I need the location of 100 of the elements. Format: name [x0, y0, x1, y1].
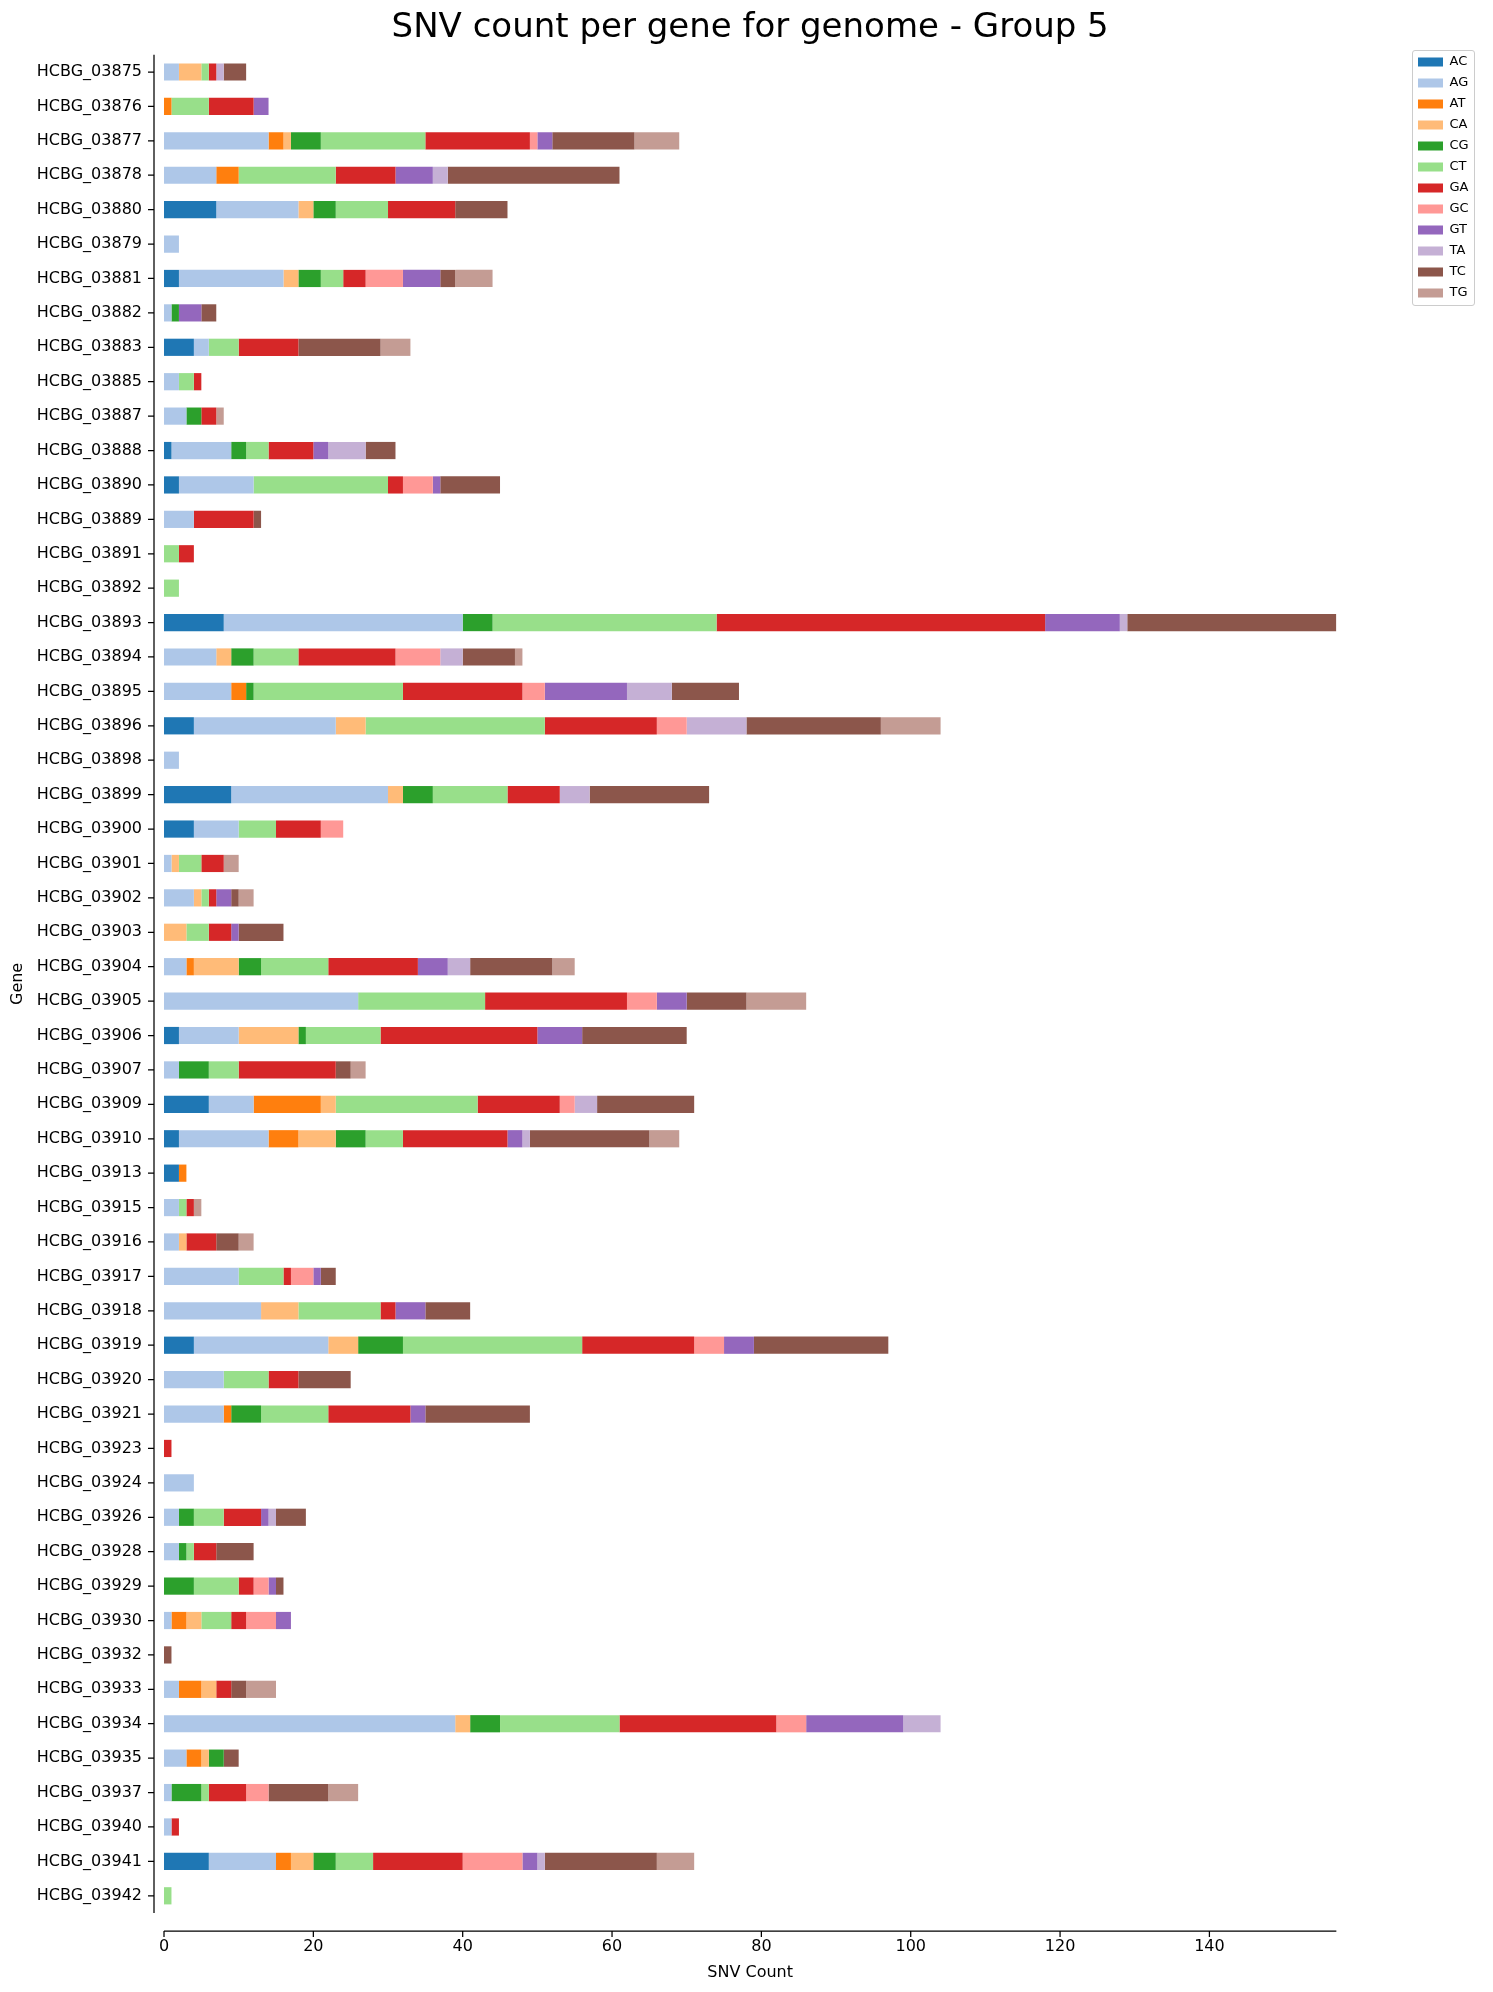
bar: [298, 1371, 351, 1389]
bar: [335, 166, 396, 184]
bar: [164, 1474, 194, 1492]
y-tick-label: HCBG_03896: [36, 714, 142, 735]
bar: [171, 854, 179, 873]
bar: [395, 648, 441, 666]
bar: [290, 1852, 314, 1870]
bar: [298, 201, 314, 219]
bar: [276, 820, 321, 838]
y-tick-label: HCBG_03934: [36, 1712, 142, 1733]
bar: [455, 1715, 471, 1733]
bar: [544, 717, 657, 735]
bar: [402, 1130, 508, 1148]
bar: [402, 269, 441, 288]
legend-label: AC: [1449, 53, 1468, 69]
bar: [268, 1783, 329, 1802]
bar: [380, 1026, 538, 1045]
bar: [164, 132, 269, 150]
bar: [335, 1095, 478, 1113]
bar: [335, 1061, 351, 1079]
bar: [171, 304, 179, 322]
bar: [365, 717, 545, 735]
y-tick-label: HCBG_03899: [36, 783, 142, 804]
x-tick-label: 60: [601, 1935, 623, 1955]
y-tick-label: HCBG_03883: [36, 336, 142, 357]
bar: [388, 201, 456, 219]
bar: [753, 1336, 889, 1354]
bar: [193, 510, 254, 528]
bar: [246, 441, 269, 460]
bar: [193, 1543, 217, 1561]
bar: [634, 132, 680, 150]
y-tick-label: HCBG_03932: [36, 1644, 142, 1665]
bar: [268, 441, 314, 460]
bar: [208, 338, 239, 356]
bar: [597, 1095, 695, 1113]
bar: [178, 304, 202, 322]
bar: [208, 63, 217, 81]
bar: [178, 373, 194, 391]
bar: [231, 786, 389, 804]
bar: [305, 1026, 381, 1045]
y-tick-label: HCBG_03885: [36, 370, 142, 391]
y-tick-label: HCBG_03882: [36, 302, 142, 323]
bar: [440, 269, 456, 288]
bar: [559, 786, 590, 804]
bar: [656, 717, 687, 735]
bar: [193, 1577, 239, 1595]
bar: [261, 1405, 329, 1423]
bar: [268, 1508, 277, 1526]
bar: [216, 1680, 232, 1698]
bar: [246, 1611, 277, 1630]
bar: [335, 1852, 374, 1870]
y-tick-label: HCBG_03924: [36, 1472, 142, 1493]
bar: [238, 820, 277, 838]
bar: [186, 1543, 194, 1561]
y-tick-label: HCBG_03929: [36, 1575, 142, 1596]
y-tick-label: HCBG_03930: [36, 1609, 142, 1630]
bar: [216, 407, 224, 425]
bar: [164, 1302, 262, 1320]
y-tick-label: HCBG_03898: [36, 749, 142, 770]
bar: [186, 923, 209, 941]
bar: [268, 1130, 299, 1148]
bar: [261, 1302, 299, 1320]
bar: [276, 1852, 291, 1870]
bar: [223, 613, 463, 632]
bar: [193, 889, 202, 907]
bar: [253, 1095, 321, 1113]
y-tick-label: HCBG_03891: [36, 542, 142, 563]
legend-label: GC: [1449, 200, 1469, 216]
bar: [164, 63, 179, 81]
bar: [626, 682, 672, 701]
bar: [223, 1508, 262, 1526]
bar: [746, 717, 881, 735]
bar: [193, 338, 209, 356]
bar: [358, 1336, 403, 1354]
bar: [201, 63, 209, 81]
bar: [238, 1267, 284, 1285]
bar: [649, 1130, 680, 1148]
bar: [574, 1095, 598, 1113]
bar: [164, 820, 194, 838]
bar: [164, 1371, 224, 1389]
y-tick-label: HCBG_03902: [36, 887, 142, 908]
bar: [529, 1130, 650, 1148]
bar: [320, 820, 344, 838]
bar: [365, 269, 403, 288]
bar: [216, 166, 239, 184]
bar: [164, 786, 232, 804]
y-tick-label: HCBG_03937: [36, 1781, 142, 1802]
y-tick-label: HCBG_03918: [36, 1299, 142, 1320]
bar: [320, 1267, 336, 1285]
bar: [335, 1130, 366, 1148]
bar: [178, 476, 254, 494]
bar: [164, 545, 179, 563]
bar: [544, 682, 627, 701]
bar: [178, 1543, 187, 1561]
bar: [552, 132, 635, 150]
y-tick-label: HCBG_03892: [36, 577, 142, 598]
bar: [164, 682, 232, 701]
bar: [246, 682, 254, 701]
bar: [178, 1130, 269, 1148]
bar: [462, 613, 493, 632]
